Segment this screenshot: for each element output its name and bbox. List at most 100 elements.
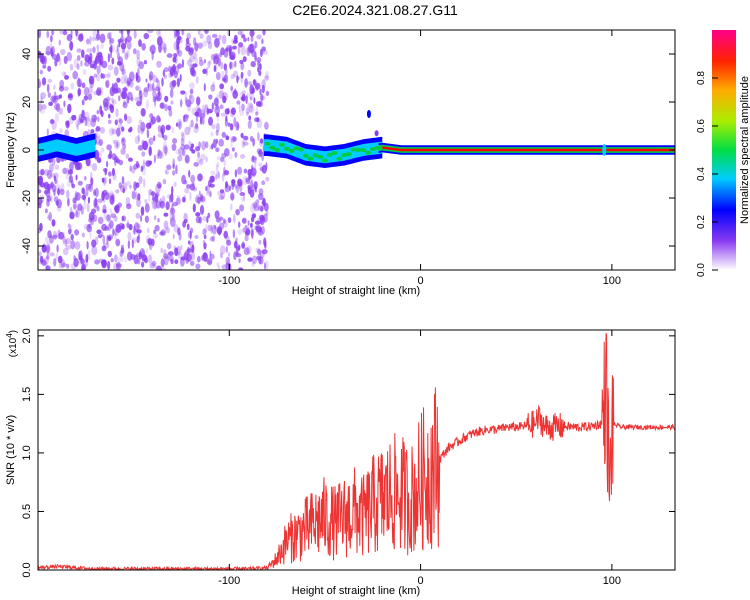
spectrogram-noise-cell <box>229 55 236 60</box>
spectrogram-noise-cell <box>59 188 65 196</box>
colorbar: 0.0 0.2 0.4 0.6 0.8 Normalized spectral ampl… <box>696 30 750 277</box>
spectrogram-noise-cell <box>135 85 139 91</box>
spectrogram-noise-cell <box>114 233 117 243</box>
spectrogram-noise-cell <box>137 134 140 142</box>
spectrogram-noise-cell <box>229 61 232 70</box>
spectrogram-noise-cell <box>156 36 163 47</box>
spectrogram-noise-cell <box>85 253 89 263</box>
spectrogram-noise-cell <box>52 95 58 104</box>
spectrogram-noise-cell <box>69 40 74 51</box>
spectrogram-noise-cell <box>108 178 112 185</box>
spectrogram-noise-cell <box>160 247 163 254</box>
spectrogram-noise-cell <box>115 158 120 164</box>
spectrogram-ridge-mid-blob <box>365 150 371 155</box>
spectrogram-noise-cell <box>159 200 165 209</box>
spectrogram-noise-cell <box>62 167 68 175</box>
spectrogram-noise-cell <box>143 86 150 93</box>
spectrogram-noise-cell <box>112 193 115 201</box>
spectrogram-noise-cell <box>74 210 79 218</box>
snr-y-tick-label: 0.5 <box>21 504 33 519</box>
spectrogram-noise-cell <box>247 120 252 129</box>
spectrogram-noise-cell <box>136 49 140 60</box>
spectrogram-noise-cell <box>240 62 244 70</box>
spectrogram-noise-cell <box>183 219 188 224</box>
spectrogram-noise-cell <box>110 258 114 263</box>
spectrogram-noise-cell <box>92 46 96 54</box>
spectrogram-noise-cell <box>159 197 162 206</box>
spectrogram-noise-cell <box>176 245 181 256</box>
spectrogram-noise-cell <box>186 223 190 231</box>
spectrogram-noise-cell <box>244 224 248 231</box>
spectrogram-noise-cell <box>192 203 196 213</box>
spectrogram-noise-cell <box>40 168 45 176</box>
spectrogram-noise-cell <box>164 146 168 156</box>
spectrogram-noise-cell <box>209 250 212 257</box>
spectrogram-noise-cell <box>143 60 147 65</box>
spectrogram-noise-cell <box>197 196 201 205</box>
spectrogram-ridge-mid-blob <box>336 156 343 161</box>
spectrogram-noise-cell <box>81 49 85 58</box>
spectrogram-noise-cell <box>137 233 141 240</box>
spectrogram-noise-cell <box>184 91 188 102</box>
spectrogram-noise-cell <box>46 198 50 207</box>
spectrogram-noise-cell <box>247 257 253 262</box>
spectrogram-noise-cell <box>209 236 214 242</box>
spectrogram-noise-cell <box>113 215 118 222</box>
spectrogram-noise-cell <box>178 121 182 130</box>
spectrogram-noise-cell <box>158 30 162 38</box>
spectrogram-noise-cell <box>149 74 152 82</box>
spectrogram-noise-cell <box>180 90 186 95</box>
spectrogram-noise-cell <box>106 73 111 79</box>
spectrogram-noise-cell <box>221 131 226 138</box>
spectrogram-noise-cell <box>118 123 123 130</box>
spectrogram-noise-cell <box>91 36 96 42</box>
spectrogram-noise-cell <box>172 56 177 63</box>
spectrogram-noise-cell <box>56 206 62 212</box>
spectrogram-noise-cell <box>160 229 167 236</box>
spectrogram-noise-cell <box>157 218 160 223</box>
spectrogram-ridge-mid-blob <box>369 147 376 152</box>
spectrogram-noise-cell <box>140 127 144 135</box>
spectrogram-noise-cell <box>204 59 206 64</box>
spectrogram-noise-cell <box>99 151 102 159</box>
spectrogram-noise-cell <box>134 191 138 201</box>
spectrogram-noise-cell <box>89 35 92 45</box>
spectrogram-noise-cell <box>124 74 128 84</box>
spectrogram-noise-cell <box>219 245 226 255</box>
spectrogram-noise-cell <box>126 40 132 50</box>
spectrogram-noise-cell <box>109 195 115 205</box>
spectrogram-noise-cell <box>111 193 115 203</box>
spectrogram-noise-cell <box>203 234 207 240</box>
spectrogram-noise-cell <box>159 102 165 109</box>
spectrogram-noise-cell <box>38 251 42 257</box>
spectrogram-noise-cell <box>211 33 218 38</box>
spectrogram-noise-cell <box>75 174 78 181</box>
spectrogram-noise-cell <box>138 61 145 70</box>
spectrogram-noise-cell <box>160 230 166 237</box>
spectrogram-noise-cell <box>185 42 191 48</box>
spectrogram-noise-cell <box>250 35 254 43</box>
spectrogram-noise-cell <box>223 159 226 167</box>
spectrogram-noise-cell <box>90 217 95 223</box>
spectrogram-noise-cell <box>210 53 216 61</box>
spectrogram-ridge-mid-blob <box>269 145 276 150</box>
spectrogram-noise-cell <box>60 182 65 192</box>
spectrogram-noise-cell <box>146 238 152 245</box>
spectrogram-noise-cell <box>136 229 142 234</box>
spectrogram-noise-cell <box>53 258 57 267</box>
spectrogram-noise-cell <box>85 188 89 197</box>
spectrogram-noise-cell <box>94 36 101 42</box>
spectrogram-noise-cell <box>78 33 84 42</box>
spectrogram-ridge-mid-blob <box>274 147 281 152</box>
spectrogram-noise-cell <box>87 249 91 260</box>
spectrogram-noise-cell <box>241 34 246 39</box>
spectrogram-noise-cell <box>188 47 194 56</box>
spectrogram-noise-cell <box>202 252 208 262</box>
spectrogram-noise-cell <box>119 30 123 34</box>
spectrogram-noise-cell <box>81 99 85 106</box>
spectrogram-noise-cell <box>224 184 230 193</box>
spectrogram-noise-cell <box>68 228 72 235</box>
spectrogram-noise-cell <box>112 228 115 237</box>
spectrogram-noise-cell <box>262 197 266 207</box>
spectrogram-noise-cell <box>42 242 46 251</box>
